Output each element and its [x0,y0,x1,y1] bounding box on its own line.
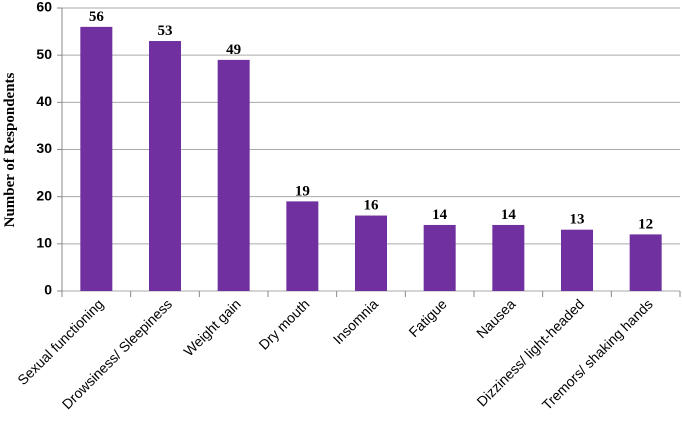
bar [286,201,319,291]
bar [149,41,181,292]
bar [217,59,250,292]
bar [355,215,387,291]
x-tick-label: Insomnia [330,296,382,348]
data-label: 53 [158,23,173,39]
x-tick-label: Weight gain [180,296,243,359]
y-tick-label: 10 [36,235,52,251]
data-label: 14 [432,207,448,223]
y-tick-label: 50 [36,46,52,62]
bar [80,26,113,291]
bar [561,229,593,291]
x-tick-label: Nausea [473,296,519,342]
y-tick-label: 0 [44,282,52,298]
y-axis-label: Number of Respondents [2,72,18,227]
bar [492,224,525,291]
x-tick-label: Dry mouth [255,296,312,353]
data-label: 16 [364,198,380,214]
data-label: 13 [570,212,585,228]
data-label: 12 [638,216,653,232]
x-tick-label: Fatigue [405,296,449,340]
data-label: 19 [295,183,310,199]
data-label: 56 [89,9,105,25]
data-label: 14 [501,207,517,223]
bar [629,234,662,291]
y-tick-label: 60 [36,0,52,15]
x-tick-label: Drowsiness/ Sleepiness [59,296,175,412]
y-tick-label: 20 [36,187,52,203]
y-tick-label: 40 [36,93,52,109]
data-label: 49 [226,42,241,58]
y-tick-label: 30 [36,140,52,156]
x-tick-label: Tremors/ shaking hands [539,296,656,413]
bar [423,224,456,291]
